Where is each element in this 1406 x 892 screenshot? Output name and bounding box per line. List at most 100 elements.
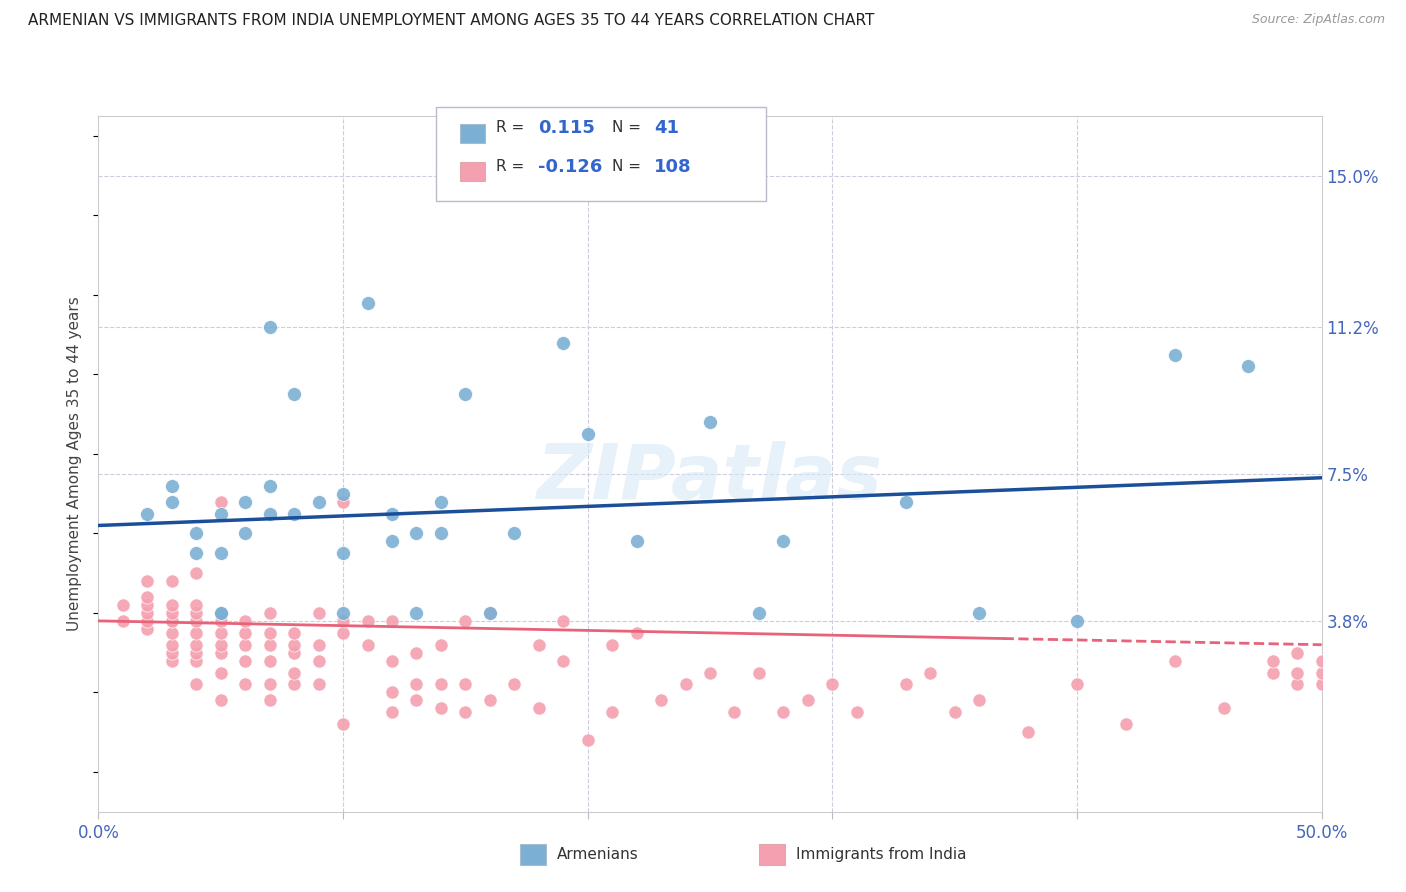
Point (894, 494, 917, 508)
Point (675, 677, 697, 691)
Point (405, 677, 427, 691)
Point (454, 614, 477, 628)
Point (356, 638, 378, 652)
Point (233, 654, 256, 668)
Point (160, 598, 183, 612)
Point (259, 654, 281, 668)
Point (186, 606, 208, 620)
Text: R =: R = (496, 120, 524, 135)
Point (259, 606, 281, 620)
Point (308, 677, 330, 691)
Point (381, 685, 404, 699)
Point (1310, 677, 1333, 691)
Point (186, 625, 208, 640)
Text: 41: 41 (654, 119, 679, 136)
Point (283, 625, 305, 640)
Point (1164, 654, 1187, 668)
Point (1286, 646, 1309, 660)
Point (233, 494, 256, 508)
Point (209, 646, 232, 660)
Point (1286, 665, 1309, 680)
Point (283, 665, 305, 680)
Point (186, 638, 208, 652)
Point (308, 494, 330, 508)
Point (283, 646, 305, 660)
Text: ARMENIAN VS IMMIGRANTS FROM INDIA UNEMPLOYMENT AMONG AGES 35 TO 44 YEARS CORRELA: ARMENIAN VS IMMIGRANTS FROM INDIA UNEMPL… (28, 13, 875, 29)
Point (160, 574, 183, 588)
Point (209, 665, 232, 680)
Point (209, 546, 232, 560)
Point (430, 677, 453, 691)
Point (332, 717, 354, 731)
Point (160, 625, 183, 640)
Point (259, 677, 281, 691)
Point (772, 706, 794, 720)
Point (186, 566, 208, 581)
Point (186, 598, 208, 612)
Point (332, 614, 354, 628)
Point (430, 701, 453, 715)
Point (111, 614, 134, 628)
Point (405, 606, 427, 620)
Y-axis label: Unemployment Among Ages 35 to 44 years: Unemployment Among Ages 35 to 44 years (67, 296, 83, 632)
Point (1310, 654, 1333, 668)
Point (576, 427, 599, 442)
Point (186, 526, 208, 541)
Point (160, 654, 183, 668)
Point (283, 387, 305, 401)
Point (259, 693, 281, 707)
Point (748, 665, 770, 680)
Point (943, 706, 966, 720)
Point (356, 614, 378, 628)
Point (160, 479, 183, 493)
Point (233, 526, 256, 541)
Text: Source: ZipAtlas.com: Source: ZipAtlas.com (1251, 13, 1385, 27)
Point (209, 625, 232, 640)
Point (136, 614, 159, 628)
Point (553, 335, 575, 350)
Point (283, 507, 305, 521)
Point (576, 733, 599, 747)
Point (160, 494, 183, 508)
Point (186, 677, 208, 691)
Point (160, 614, 183, 628)
Point (332, 494, 354, 508)
Point (503, 677, 526, 691)
Point (233, 614, 256, 628)
Point (967, 693, 990, 707)
Point (136, 598, 159, 612)
Text: -0.126: -0.126 (538, 158, 603, 176)
Point (1261, 654, 1284, 668)
Point (772, 534, 794, 549)
Point (209, 614, 232, 628)
Point (160, 638, 183, 652)
Point (259, 319, 281, 334)
Point (527, 701, 550, 715)
Point (356, 295, 378, 310)
Point (381, 706, 404, 720)
Point (209, 693, 232, 707)
Point (821, 677, 844, 691)
Point (845, 706, 868, 720)
Point (136, 622, 159, 636)
Point (381, 614, 404, 628)
Point (308, 638, 330, 652)
Point (381, 507, 404, 521)
Point (454, 706, 477, 720)
Point (136, 606, 159, 620)
Point (332, 625, 354, 640)
Point (111, 598, 134, 612)
Point (160, 646, 183, 660)
Point (209, 606, 232, 620)
Point (1212, 701, 1234, 715)
Point (1286, 677, 1309, 691)
Point (332, 486, 354, 500)
Point (283, 677, 305, 691)
Point (209, 494, 232, 508)
Point (553, 654, 575, 668)
Point (186, 654, 208, 668)
Point (553, 614, 575, 628)
Point (209, 507, 232, 521)
Point (308, 654, 330, 668)
Text: Armenians: Armenians (557, 847, 638, 862)
